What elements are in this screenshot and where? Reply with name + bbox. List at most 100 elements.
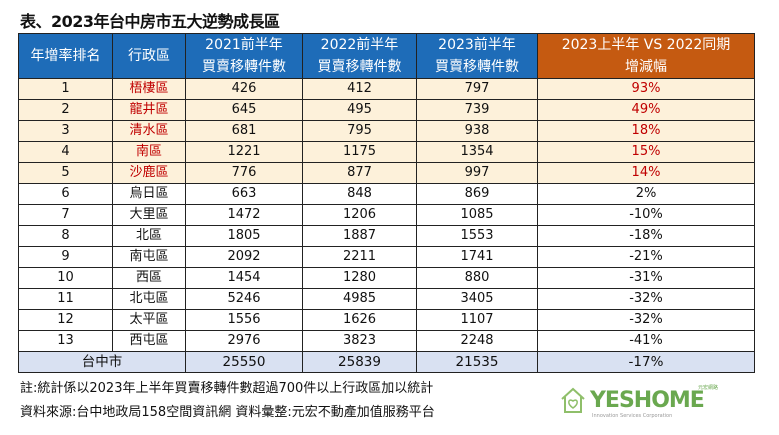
- logo-name: YESHOME: [590, 388, 705, 413]
- table-row: 13 西屯區 2976 3823 2248 -41%: [18, 330, 755, 352]
- header-change: 2023上半年 VS 2022同期 增減幅: [537, 33, 755, 79]
- cell-count-2022: 495: [302, 99, 417, 121]
- table-row: 3 清水區 681 795 938 18%: [18, 120, 755, 142]
- cell-district: 太平區: [112, 309, 186, 331]
- cell-count-2023: 1085: [416, 204, 538, 226]
- cell-change: -41%: [537, 330, 755, 352]
- cell-count-2023: 1553: [416, 225, 538, 247]
- cell-count-2022: 2211: [302, 246, 417, 268]
- cell-change: 49%: [537, 99, 755, 121]
- cell-count-2023: 997: [416, 162, 538, 184]
- cell-district: 西區: [112, 267, 186, 289]
- table-row: 10 西區 1454 1280 880 -31%: [18, 267, 755, 289]
- cell-count-2021: 5246: [185, 288, 303, 310]
- table-row: 11 北屯區 5246 4985 3405 -32%: [18, 288, 755, 310]
- header-rank: 年增率排名: [18, 33, 113, 79]
- cell-district: 清水區: [112, 120, 186, 142]
- footnote: 註:統計係以2023年上半年買賣移轉件數超過700件以上行政區加以統計: [20, 381, 434, 396]
- cell-change: 14%: [537, 162, 755, 184]
- cell-count-2021: 663: [185, 183, 303, 205]
- cell-rank: 8: [18, 225, 113, 247]
- cell-count-2021: 1805: [185, 225, 303, 247]
- cell-change: -32%: [537, 288, 755, 310]
- cell-count-2023: 869: [416, 183, 538, 205]
- cell-rank: 1: [18, 78, 113, 100]
- cell-district: 北屯區: [112, 288, 186, 310]
- table-row: 12 太平區 1556 1626 1107 -32%: [18, 309, 755, 331]
- cell-district: 龍井區: [112, 99, 186, 121]
- cell-change: 18%: [537, 120, 755, 142]
- page-title: 表、2023年台中房市五大逆勢成長區: [20, 12, 280, 31]
- cell-rank: 9: [18, 246, 113, 268]
- table-row: 8 北區 1805 1887 1553 -18%: [18, 225, 755, 247]
- cell-count-2021: 1472: [185, 204, 303, 226]
- cell-change: -18%: [537, 225, 755, 247]
- cell-count-2023: 2248: [416, 330, 538, 352]
- cell-change: -32%: [537, 309, 755, 331]
- header-2021: 2021前半年 買賣移轉件數: [185, 33, 303, 79]
- total-row: 台中市 25550 25839 21535 -17%: [18, 351, 755, 373]
- cell-change: -21%: [537, 246, 755, 268]
- cell-rank: 6: [18, 183, 113, 205]
- header-2023: 2023前半年 買賣移轉件數: [416, 33, 538, 79]
- cell-count-2021: 776: [185, 162, 303, 184]
- cell-count-2022: 1175: [302, 141, 417, 163]
- cell-rank: 5: [18, 162, 113, 184]
- cell-count-2023: 938: [416, 120, 538, 142]
- cell-count-2023: 3405: [416, 288, 538, 310]
- cell-count-2022: 412: [302, 78, 417, 100]
- logo-subtitle: Innovation Services Corporation: [592, 413, 673, 419]
- total-change: -17%: [537, 351, 755, 373]
- house-heart-icon: [561, 387, 585, 413]
- cell-count-2022: 1887: [302, 225, 417, 247]
- cell-rank: 2: [18, 99, 113, 121]
- source-note: 資料來源:台中地政局158空間資訊網 資料彙整:元宏不動產加值服務平台: [20, 405, 435, 420]
- data-table: 年增率排名 行政區 2021前半年 買賣移轉件數 2022前半年 買賣移轉件數 20…: [18, 33, 755, 373]
- cell-count-2023: 1354: [416, 141, 538, 163]
- cell-district: 南屯區: [112, 246, 186, 268]
- cell-count-2021: 681: [185, 120, 303, 142]
- cell-count-2021: 645: [185, 99, 303, 121]
- cell-count-2023: 1741: [416, 246, 538, 268]
- cell-district: 西屯區: [112, 330, 186, 352]
- total-2021: 25550: [185, 351, 303, 373]
- cell-rank: 4: [18, 141, 113, 163]
- table-row: 1 梧棲區 426 412 797 93%: [18, 78, 755, 100]
- cell-count-2022: 4985: [302, 288, 417, 310]
- cell-change: 93%: [537, 78, 755, 100]
- total-label: 台中市: [18, 351, 186, 373]
- cell-rank: 11: [18, 288, 113, 310]
- cell-count-2022: 1206: [302, 204, 417, 226]
- cell-rank: 3: [18, 120, 113, 142]
- table-row: 7 大里區 1472 1206 1085 -10%: [18, 204, 755, 226]
- total-2023: 21535: [416, 351, 538, 373]
- table-row: 6 烏日區 663 848 869 2%: [18, 183, 755, 205]
- cell-count-2021: 426: [185, 78, 303, 100]
- cell-count-2021: 2976: [185, 330, 303, 352]
- cell-count-2022: 1626: [302, 309, 417, 331]
- header-district: 行政區: [112, 33, 186, 79]
- cell-rank: 12: [18, 309, 113, 331]
- cell-count-2023: 739: [416, 99, 538, 121]
- header-row: 年增率排名 行政區 2021前半年 買賣移轉件數 2022前半年 買賣移轉件數 20…: [18, 33, 755, 79]
- cell-district: 沙鹿區: [112, 162, 186, 184]
- cell-district: 大里區: [112, 204, 186, 226]
- total-2022: 25839: [302, 351, 417, 373]
- table-row: 9 南屯區 2092 2211 1741 -21%: [18, 246, 755, 268]
- logo-tagline: 元宏網路: [698, 385, 719, 391]
- cell-count-2022: 848: [302, 183, 417, 205]
- cell-count-2022: 3823: [302, 330, 417, 352]
- cell-count-2023: 880: [416, 267, 538, 289]
- cell-district: 烏日區: [112, 183, 186, 205]
- table-row: 2 龍井區 645 495 739 49%: [18, 99, 755, 121]
- cell-rank: 13: [18, 330, 113, 352]
- cell-count-2021: 1221: [185, 141, 303, 163]
- cell-count-2023: 1107: [416, 309, 538, 331]
- cell-change: 15%: [537, 141, 755, 163]
- cell-rank: 7: [18, 204, 113, 226]
- cell-district: 南區: [112, 141, 186, 163]
- cell-district: 梧棲區: [112, 78, 186, 100]
- cell-count-2021: 2092: [185, 246, 303, 268]
- cell-count-2021: 1556: [185, 309, 303, 331]
- table-row: 4 南區 1221 1175 1354 15%: [18, 141, 755, 163]
